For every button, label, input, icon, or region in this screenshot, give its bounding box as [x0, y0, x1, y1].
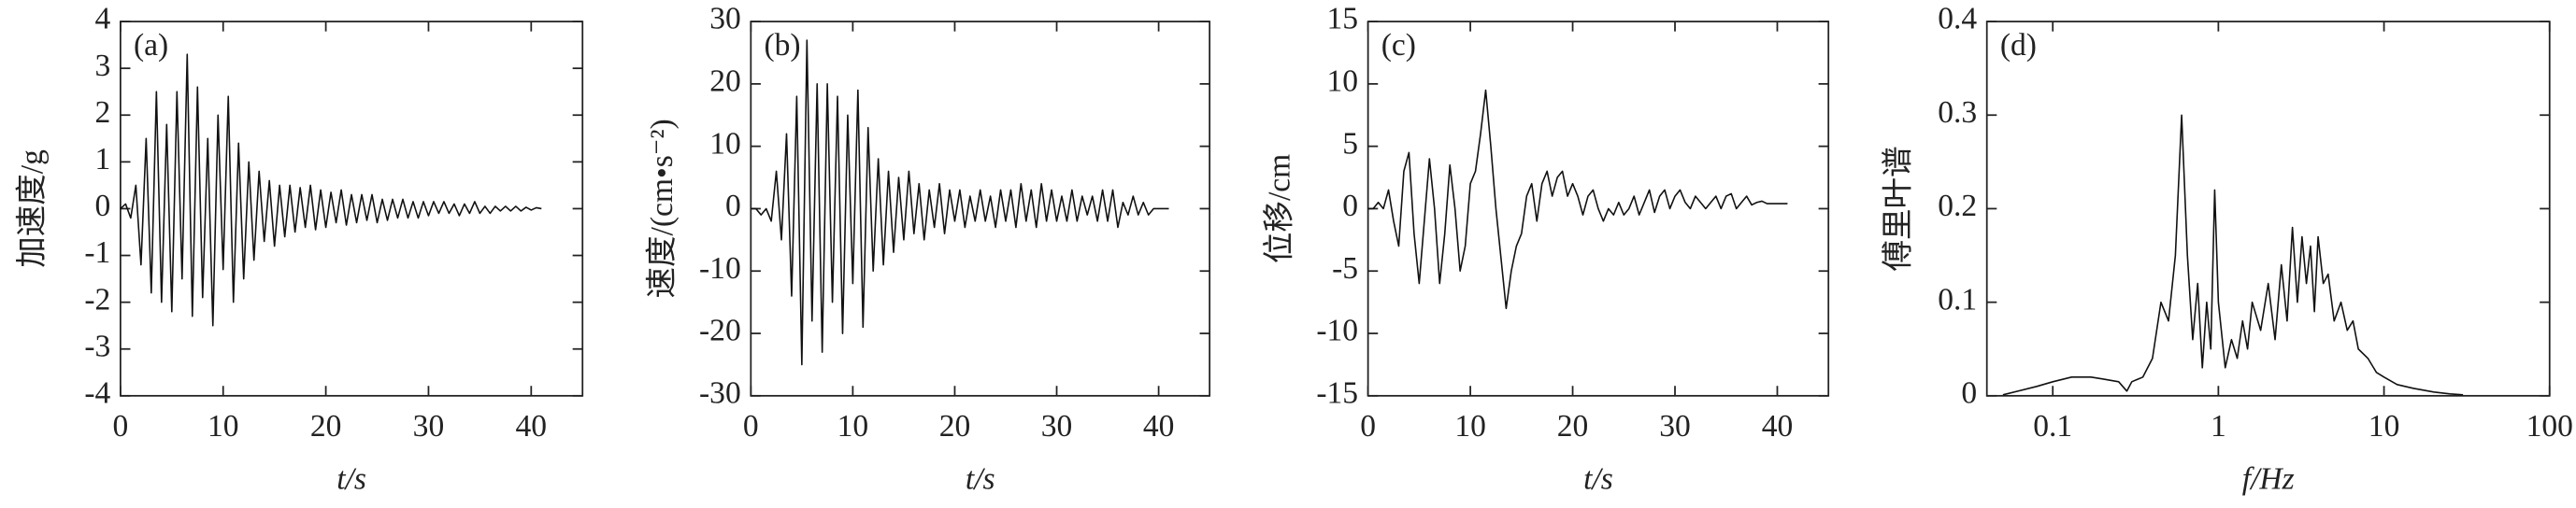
panel-label: (a): [134, 28, 168, 63]
x-axis-label: t/s: [966, 461, 995, 496]
x-tick-label: 20: [1557, 409, 1589, 444]
x-tick-label: 10: [1454, 409, 1486, 444]
signal-line: [751, 39, 1169, 366]
y-tick-label: 2: [95, 95, 111, 130]
y-tick-label: -4: [84, 376, 110, 411]
panel-label: (d): [2000, 28, 2037, 63]
x-tick-label: 0: [1360, 409, 1376, 444]
x-tick-label: 0: [743, 409, 759, 444]
y-tick-label: 0: [1342, 189, 1358, 223]
y-tick-label: 0.2: [1938, 189, 1977, 223]
x-tick-label: 0: [113, 409, 129, 444]
y-tick-label: 5: [1342, 126, 1358, 161]
y-axis-label: 傅里叶谱: [1881, 146, 1916, 271]
y-tick-label: -10: [699, 251, 741, 286]
x-tick-label: 30: [1041, 409, 1073, 444]
x-tick-label: 1: [2211, 409, 2226, 444]
y-tick-label: 0.1: [1938, 282, 1977, 317]
signal-line: [2002, 114, 2464, 396]
y-tick-label: -20: [699, 314, 741, 348]
y-tick-label: 15: [1327, 2, 1359, 36]
y-tick-label: 1: [95, 142, 111, 176]
y-axis-label: 位移/cm: [1262, 154, 1297, 263]
x-tick-label: 40: [1762, 409, 1794, 444]
x-axis-label: t/s: [1583, 461, 1613, 496]
y-tick-label: -30: [699, 376, 741, 411]
x-tick-label: 40: [1143, 409, 1175, 444]
y-axis-label: 加速度/g: [14, 149, 50, 268]
x-tick-label: 40: [516, 409, 548, 444]
y-tick-label: -2: [84, 282, 110, 317]
y-tick-label: 4: [95, 2, 111, 36]
y-tick-label: 30: [709, 2, 741, 36]
x-tick-label: 10: [837, 409, 869, 444]
y-tick-label: 0.3: [1938, 95, 1977, 130]
x-tick-label: 30: [1659, 409, 1691, 444]
y-tick-label: 0.4: [1938, 2, 1977, 36]
panel-label: (c): [1381, 28, 1416, 63]
panel-label: (b): [764, 28, 800, 63]
y-tick-label: 0: [1961, 376, 1977, 411]
x-tick-label: 100: [2526, 409, 2573, 444]
y-tick-label: -3: [84, 329, 110, 363]
x-axis-label: f/Hz: [2242, 461, 2295, 496]
y-tick-label: 10: [1327, 64, 1359, 99]
y-tick-label: 10: [709, 126, 741, 161]
x-axis-label: t/s: [336, 461, 366, 496]
x-tick-label: 0.1: [2033, 409, 2072, 444]
signal-line: [1367, 89, 1788, 310]
y-tick-label: 0: [95, 189, 111, 223]
y-axis-label: 速度/(cm•s⁻²): [644, 119, 680, 298]
y-tick-label: -1: [84, 235, 110, 270]
y-tick-label: -5: [1332, 251, 1358, 286]
y-tick-label: 3: [95, 49, 111, 83]
x-tick-label: 20: [310, 409, 342, 444]
x-tick-label: 10: [208, 409, 239, 444]
signal-line: [120, 53, 542, 327]
y-tick-label: -10: [1316, 314, 1358, 348]
plot-frame: [1985, 21, 2551, 397]
y-tick-label: 0: [725, 189, 741, 223]
y-tick-label: 20: [709, 64, 741, 99]
x-tick-label: 10: [2368, 409, 2400, 444]
x-tick-label: 30: [413, 409, 445, 444]
x-tick-label: 20: [939, 409, 971, 444]
y-tick-label: -15: [1316, 376, 1358, 411]
